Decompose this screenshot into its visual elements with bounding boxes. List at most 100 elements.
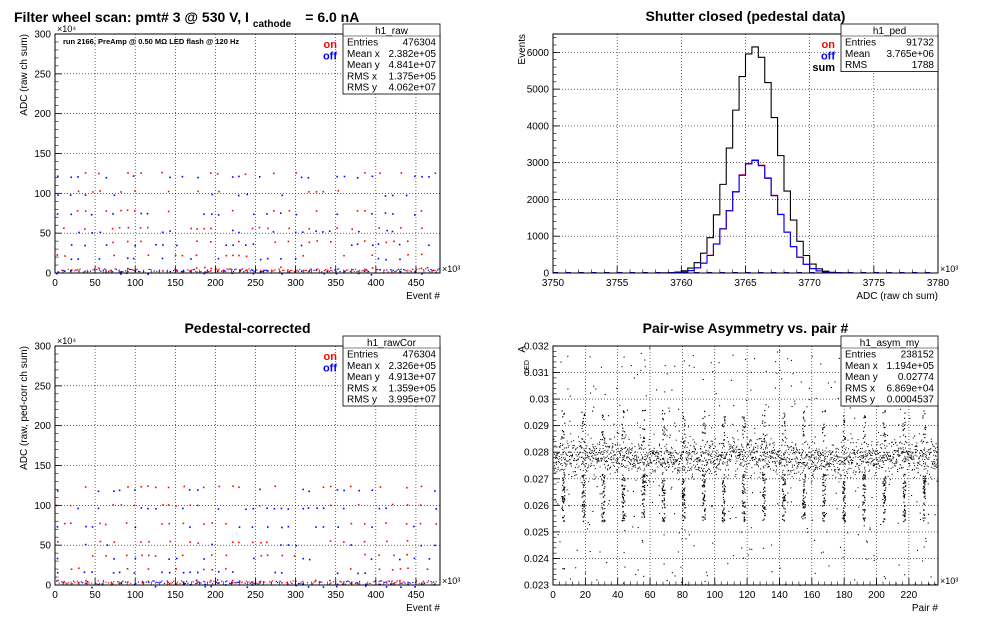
data-point [241, 268, 244, 270]
data-point [329, 540, 332, 542]
data-point [329, 485, 332, 488]
data-point [623, 458, 624, 460]
data-point [613, 450, 615, 452]
data-point [934, 463, 936, 465]
data-point [660, 447, 662, 449]
data-point [591, 450, 593, 452]
data-point [773, 441, 775, 443]
data-point [837, 460, 839, 462]
data-point [645, 481, 647, 483]
data-point [301, 583, 304, 585]
data-point [626, 456, 628, 458]
data-point [926, 472, 928, 474]
data-point [196, 240, 198, 243]
data-point [885, 487, 887, 489]
data-point [709, 447, 711, 449]
data-point [133, 209, 136, 212]
data-point [669, 453, 671, 455]
data-point [662, 417, 664, 420]
data-point [914, 465, 915, 467]
data-point [647, 452, 649, 454]
data-point [839, 468, 840, 470]
data-point [884, 410, 886, 412]
data-point [783, 453, 785, 455]
data-point [817, 453, 819, 455]
data-point [291, 269, 293, 271]
data-point [842, 515, 844, 517]
data-point [421, 273, 423, 275]
data-point [843, 488, 845, 490]
data-point [891, 473, 893, 475]
data-point [804, 425, 806, 428]
data-point [884, 447, 886, 449]
data-point [764, 464, 766, 466]
data-point [715, 454, 717, 456]
data-point [584, 466, 586, 468]
data-point [675, 459, 677, 461]
data-point [751, 450, 753, 452]
data-point [567, 446, 569, 448]
data-point [239, 269, 241, 271]
data-point [238, 541, 240, 544]
data-point [671, 452, 673, 454]
data-point [762, 458, 764, 460]
data-point [582, 469, 584, 471]
data-point [729, 454, 731, 456]
data-point [898, 453, 900, 455]
data-point [680, 458, 681, 460]
data-point [821, 454, 822, 456]
data-point [709, 453, 711, 455]
data-point [579, 469, 581, 471]
data-point [569, 420, 571, 422]
data-point [77, 258, 80, 260]
data-point [723, 515, 725, 517]
data-point [882, 422, 884, 424]
data-point [622, 502, 625, 504]
data-point [187, 582, 189, 584]
data-point [759, 460, 761, 462]
data-point [691, 466, 693, 468]
data-point [835, 456, 837, 458]
data-point [258, 176, 261, 178]
data-point [225, 254, 228, 257]
data-point [400, 582, 402, 584]
data-point [168, 582, 171, 585]
data-point [719, 462, 720, 464]
data-point [570, 451, 572, 453]
data-point [654, 455, 656, 457]
data-point [803, 434, 805, 436]
data-point [884, 453, 886, 455]
data-point [847, 460, 849, 462]
data-point [905, 458, 906, 460]
data-point [575, 567, 577, 569]
data-point [216, 579, 219, 581]
data-point [760, 468, 762, 470]
data-point [182, 522, 185, 525]
data-point [113, 194, 116, 196]
data-point [84, 486, 87, 488]
stats-value: 0.0004537 [887, 395, 935, 406]
x-tick-label: 0 [52, 278, 58, 289]
data-point [104, 268, 106, 270]
data-point [147, 568, 150, 570]
data-point [266, 507, 268, 510]
data-point [702, 502, 704, 504]
data-point [231, 209, 234, 212]
data-point [127, 172, 129, 174]
data-point [846, 476, 848, 478]
data-point [639, 447, 641, 449]
data-point [865, 450, 867, 452]
y-tick-label: 3000 [527, 158, 550, 169]
data-point [696, 463, 698, 465]
data-point [301, 270, 303, 272]
data-point [814, 539, 816, 541]
data-point [605, 445, 606, 447]
data-point [752, 456, 753, 458]
data-point [790, 461, 792, 463]
data-point [664, 489, 666, 491]
data-point [131, 269, 133, 271]
data-point [705, 464, 707, 466]
data-point [876, 444, 878, 446]
data-point [750, 527, 752, 529]
data-point [662, 462, 664, 464]
